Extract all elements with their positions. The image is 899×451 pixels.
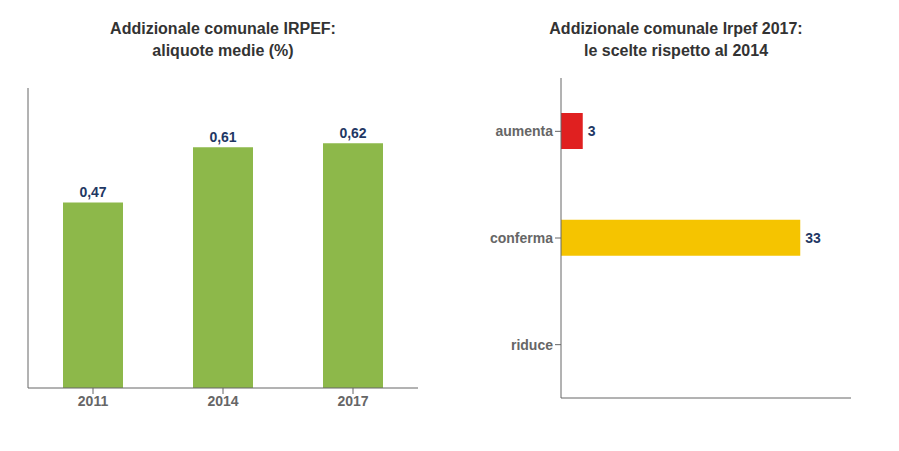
svg-text:3: 3	[588, 123, 596, 139]
svg-text:conferma: conferma	[490, 230, 553, 246]
svg-text:2014: 2014	[207, 393, 238, 409]
svg-text:0,47: 0,47	[79, 184, 106, 200]
svg-text:2011: 2011	[78, 393, 109, 409]
svg-text:2017: 2017	[337, 393, 368, 409]
svg-text:33: 33	[805, 230, 821, 246]
svg-text:0,62: 0,62	[339, 125, 366, 141]
html-text:Addizionale comunale IRPEF: al: Addizionale comunale IRPEF: aliquote med…	[110, 20, 336, 60]
svg-text:aumenta: aumenta	[495, 123, 553, 139]
svg-text:0,61: 0,61	[209, 129, 236, 145]
html-text:Addizionale comunale Irpef 201: Addizionale comunale Irpef 2017: le scel…	[549, 20, 803, 60]
svg-text:riduce: riduce	[511, 337, 553, 353]
